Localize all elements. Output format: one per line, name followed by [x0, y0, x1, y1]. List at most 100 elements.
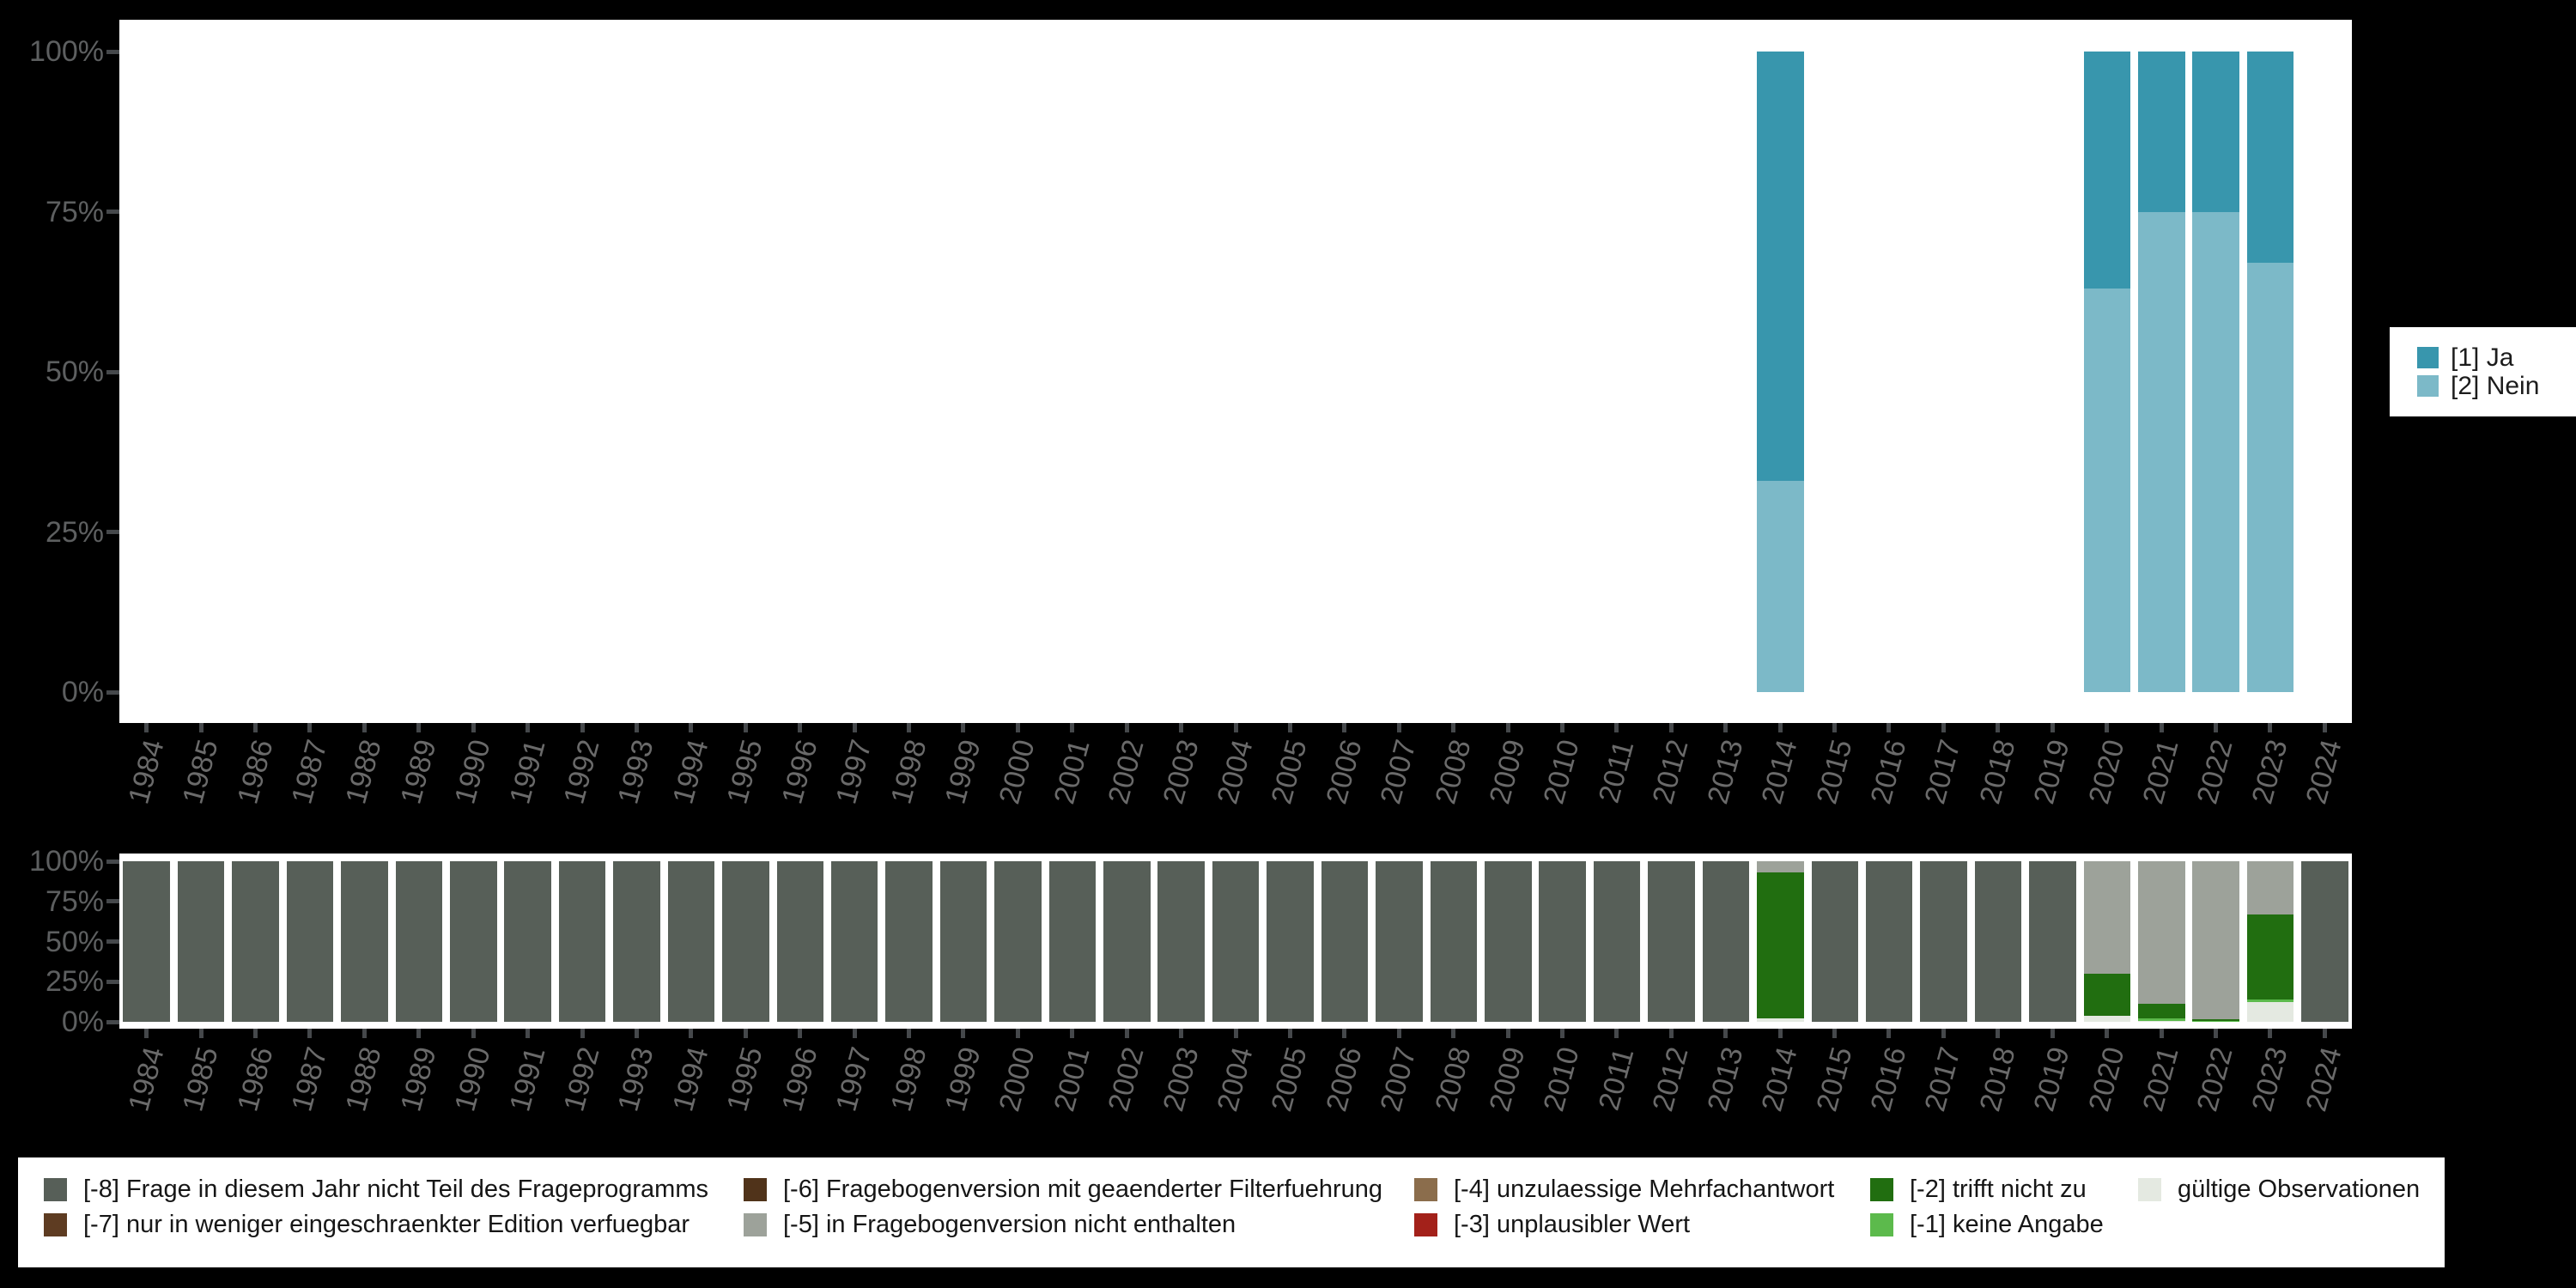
bar-slot-1989: [392, 861, 446, 1022]
x-axis-year-label: 1997: [829, 1043, 878, 1115]
bar-segment: [1376, 861, 1423, 1022]
stacked-bar-1992: [558, 861, 606, 1022]
stacked-bar-2008: [1430, 861, 1478, 1022]
stacked-bar-2020: [2083, 861, 2131, 1022]
stacked-bar-2015: [1811, 861, 1859, 1022]
stacked-bar-2022: [2192, 861, 2240, 1022]
y-axis-tick: [106, 49, 119, 54]
x-axis-year-label: 2014: [1755, 736, 1804, 808]
y-axis-label: 25%: [45, 965, 104, 999]
x-axis-tick: [2050, 1029, 2055, 1038]
stacked-bar-1991: [504, 861, 551, 1022]
x-axis-tick: [1832, 723, 1838, 732]
bar-slot-2006: [1317, 52, 1371, 692]
stacked-bar-1995: [722, 861, 769, 1022]
stacked-bar-1989: [396, 52, 443, 692]
bar-segment: [1103, 861, 1151, 1022]
bar-slot-2015: [1807, 52, 1862, 692]
x-axis-tick: [798, 723, 803, 732]
stacked-bar-1988: [341, 52, 388, 692]
x-axis-tick: [1233, 723, 1238, 732]
x-axis-year-label: 2020: [2082, 736, 2131, 808]
x-axis-tick: [2213, 723, 2218, 732]
stacked-bar-2002: [1103, 861, 1151, 1022]
stacked-bar-2011: [1594, 52, 1641, 692]
bar-slot-1994: [664, 861, 718, 1022]
legend-item: [-4] unzulaessige Mehrfachantwort: [1414, 1172, 1834, 1207]
bar-segment: [123, 861, 170, 1022]
legend-item: [1] Ja: [2417, 343, 2576, 372]
bar-slot-2010: [1535, 861, 1589, 1022]
stacked-bar-2009: [1485, 52, 1532, 692]
stacked-bar-2017: [1920, 52, 1967, 692]
legend-item: [-8] Frage in diesem Jahr nicht Teil des…: [44, 1172, 708, 1207]
x-axis-tick: [1505, 723, 1510, 732]
x-axis-tick: [1614, 723, 1619, 732]
bar-slot-1995: [719, 861, 773, 1022]
bar-segment: [2083, 289, 2131, 692]
x-axis-year-label: 1994: [666, 1043, 715, 1115]
bar-segment: [613, 861, 660, 1022]
x-axis-tick: [961, 1029, 966, 1038]
bar-slot-1986: [228, 861, 283, 1022]
x-axis-year-label: 2004: [1211, 736, 1260, 808]
x-axis-year-label: 1985: [176, 1043, 225, 1115]
bar-segment: [1757, 872, 1804, 1019]
x-axis-year-label: 2023: [2245, 1043, 2294, 1115]
x-axis-year-label: 1989: [394, 736, 443, 808]
x-axis-tick: [361, 1029, 367, 1038]
stacked-bar-2000: [994, 861, 1042, 1022]
stacked-bar-2001: [1048, 861, 1097, 1022]
bar-slot-2013: [1698, 861, 1753, 1022]
bar-segment: [1267, 861, 1314, 1022]
x-axis-tick: [307, 723, 313, 732]
x-axis-year-label: 1996: [775, 736, 824, 808]
x-axis-tick: [1287, 723, 1292, 732]
legend-swatch: [744, 1178, 767, 1201]
bar-slot-1987: [283, 52, 337, 692]
stacked-bar-1998: [885, 861, 933, 1022]
x-axis-tick: [416, 723, 422, 732]
bar-slot-2004: [1208, 52, 1262, 692]
legend-item: [-7] nur in weniger eingeschraenkter Edi…: [44, 1207, 708, 1242]
bar-segment: [2246, 1001, 2294, 1022]
x-axis-tick: [580, 723, 585, 732]
x-axis-tick: [253, 723, 258, 732]
x-axis-year-label: 2011: [1592, 737, 1641, 807]
bar-segment: [395, 861, 443, 1022]
bar-segment: [2246, 263, 2294, 692]
stacked-bar-2007: [1376, 861, 1423, 1022]
stacked-bar-2019: [2029, 861, 2076, 1022]
stacked-bar-1997: [830, 861, 878, 1022]
stacked-bar-2023: [2246, 861, 2294, 1022]
stacked-bar-2006: [1321, 52, 1369, 692]
stacked-bar-1992: [559, 52, 606, 692]
x-axis-year-label: 2015: [1809, 736, 1859, 808]
bar-segment: [286, 861, 334, 1022]
stacked-bar-1984: [123, 52, 170, 692]
legend-label: [-5] in Fragebogenversion nicht enthalte…: [783, 1211, 1236, 1238]
legend-swatch: [1414, 1178, 1437, 1201]
bars-area: [119, 52, 2352, 692]
x-axis-tick: [1505, 1029, 1510, 1038]
stacked-bar-2001: [1049, 52, 1097, 692]
x-axis-tick: [253, 1029, 258, 1038]
legend-swatch: [2417, 347, 2439, 368]
x-axis-tick: [961, 723, 966, 732]
x-axis-tick: [416, 1029, 422, 1038]
y-axis-tick: [106, 899, 119, 904]
x-axis-tick: [2050, 723, 2055, 732]
stacked-bar-1999: [939, 861, 987, 1022]
y-axis-tick: [106, 1019, 119, 1024]
bar-segment: [2192, 52, 2240, 212]
x-axis-tick: [689, 1029, 694, 1038]
stacked-bar-1994: [667, 861, 715, 1022]
bar-segment: [830, 861, 878, 1022]
bar-segment: [2083, 861, 2131, 974]
x-axis-year-label: 2006: [1320, 1043, 1369, 1115]
x-axis-tick: [1396, 723, 1401, 732]
bar-slot-1990: [447, 52, 501, 692]
x-axis-tick: [1668, 723, 1674, 732]
stacked-bar-1991: [504, 52, 551, 692]
stacked-bar-1988: [341, 861, 388, 1022]
